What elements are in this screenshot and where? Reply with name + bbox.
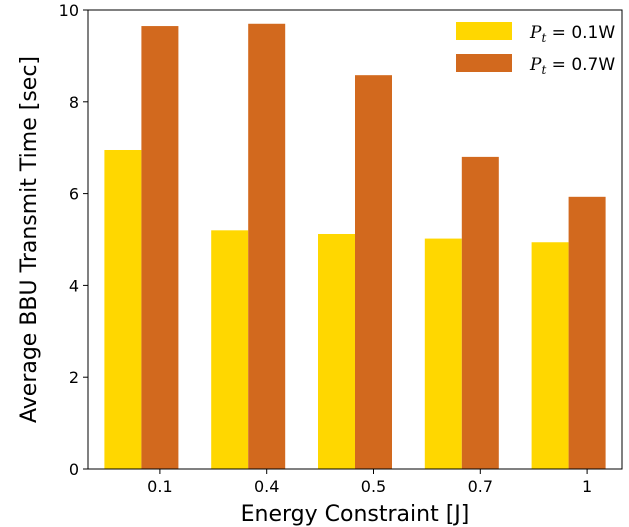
bar-pt-0.7w-1 [568, 196, 606, 470]
x-axis-ticks: 0.1 0.4 0.5 0.7 1 [147, 469, 592, 496]
bar-pt-0.1w-0.1 [104, 149, 142, 469]
bar-pt-0.1w-0.4 [211, 230, 249, 469]
y-tick-label: 4 [69, 276, 79, 295]
axes-frame [87, 9, 623, 470]
bar-pt-0.7w-0.5 [355, 75, 392, 469]
legend-label: Pt = 0.7W [529, 55, 615, 77]
y-axis-ticks: 0 2 4 6 8 10 [59, 1, 88, 479]
bar-pt-0.7w-0.7 [461, 156, 499, 469]
bars-group [104, 23, 606, 470]
bar-pt-0.1w-1 [531, 242, 569, 469]
x-tick-label: 0.5 [361, 477, 386, 496]
y-tick-label: 0 [69, 460, 79, 479]
y-tick-label: 8 [69, 93, 79, 112]
bar-pt-0.1w-0.5 [318, 233, 355, 469]
x-tick-label: 1 [582, 477, 592, 496]
plot-border [87, 9, 623, 470]
bar-pt-0.7w-0.1 [141, 26, 179, 469]
y-tick-label: 10 [59, 1, 79, 20]
legend-swatch [456, 22, 512, 40]
legend: Pt = 0.1W Pt = 0.7W [456, 22, 615, 77]
x-tick-label: 0.4 [254, 477, 279, 496]
bar-pt-0.1w-0.7 [424, 238, 462, 469]
legend-label: Pt = 0.1W [529, 23, 615, 45]
x-tick-label: 0.7 [468, 477, 493, 496]
legend-swatch [456, 54, 512, 72]
x-tick-label: 0.1 [147, 477, 172, 496]
y-axis-label: Average BBU Transmit Time [sec] [17, 56, 42, 423]
bar-pt-0.7w-0.4 [248, 23, 286, 470]
y-tick-label: 2 [69, 368, 79, 387]
x-axis-label: Energy Constraint [J] [241, 502, 470, 527]
y-tick-label: 6 [69, 185, 79, 204]
